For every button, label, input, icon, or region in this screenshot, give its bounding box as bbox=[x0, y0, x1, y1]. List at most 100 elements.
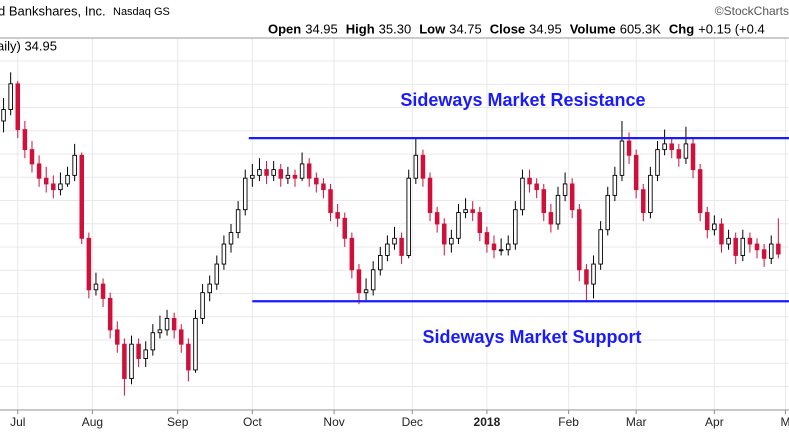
stat-label: Close bbox=[490, 21, 525, 36]
candle-body bbox=[406, 177, 411, 256]
candle-body bbox=[768, 243, 774, 259]
candle-body bbox=[257, 169, 262, 176]
candle-body bbox=[15, 83, 21, 131]
candle-body bbox=[100, 283, 106, 299]
x-tick-label: Aug bbox=[82, 415, 103, 429]
candle-body bbox=[726, 237, 731, 245]
candle-body bbox=[51, 183, 56, 191]
candle-body bbox=[122, 343, 127, 379]
candle-body bbox=[605, 194, 610, 231]
candle-body bbox=[633, 154, 639, 191]
candle-body bbox=[171, 317, 177, 331]
candle-body bbox=[36, 163, 42, 179]
candle-body bbox=[555, 194, 561, 225]
candle-body bbox=[150, 332, 156, 351]
candle-body bbox=[321, 183, 326, 191]
candle-body bbox=[690, 143, 696, 171]
candle-body bbox=[143, 349, 148, 359]
candle-body bbox=[285, 174, 291, 179]
candle-body bbox=[683, 143, 689, 159]
candle-body bbox=[754, 243, 760, 251]
candle-body bbox=[598, 229, 603, 265]
candle-body bbox=[29, 149, 35, 165]
candle-body bbox=[328, 189, 333, 214]
candle-body bbox=[399, 237, 404, 256]
x-tick-label: Jul bbox=[10, 415, 25, 429]
stats: Open 34.95 High 35.30 Low 34.75 Close 34.95 Volu… bbox=[268, 21, 765, 36]
candle-body bbox=[292, 174, 298, 179]
candle-body bbox=[484, 232, 490, 245]
stat-label: High bbox=[346, 21, 375, 36]
candle-body bbox=[8, 83, 13, 110]
candle-body bbox=[434, 212, 440, 225]
candle-body bbox=[427, 177, 433, 214]
candle-body bbox=[697, 169, 703, 214]
candle-body bbox=[498, 249, 504, 252]
candle-body bbox=[442, 223, 447, 245]
candle-body bbox=[363, 289, 369, 294]
exchange: Nasdaq GS bbox=[113, 6, 170, 18]
candle-body bbox=[342, 217, 347, 239]
candle-body bbox=[43, 177, 49, 185]
x-tick-label: Dec bbox=[402, 415, 423, 429]
candle-body bbox=[385, 243, 390, 256]
candle-body bbox=[278, 169, 284, 179]
candle-body bbox=[584, 269, 589, 285]
candle-body bbox=[157, 329, 163, 334]
candle-body bbox=[264, 169, 269, 176]
candle-body bbox=[349, 237, 355, 271]
candle-body bbox=[107, 297, 113, 331]
candle-body bbox=[136, 343, 141, 359]
candle-body bbox=[541, 189, 547, 214]
stat-label: Open bbox=[268, 21, 301, 36]
candle-body bbox=[491, 243, 497, 251]
plot-frame bbox=[0, 37, 789, 411]
candle-body bbox=[562, 183, 568, 196]
candle-body bbox=[335, 212, 340, 219]
candle-body bbox=[207, 283, 212, 294]
candle-body bbox=[79, 154, 84, 239]
candle-body bbox=[115, 329, 120, 345]
candle-body bbox=[626, 140, 632, 156]
candle-body bbox=[705, 212, 710, 231]
candle-body bbox=[761, 249, 767, 259]
candle-body bbox=[740, 237, 746, 256]
chart-title: d Bankshares, Inc. bbox=[0, 3, 106, 18]
x-tick-label: Oct bbox=[243, 415, 262, 429]
annotation: Sideways Market Support bbox=[422, 327, 641, 347]
x-tick-label: Sep bbox=[167, 415, 189, 429]
candle-body bbox=[463, 209, 468, 214]
candle-body bbox=[591, 263, 596, 285]
candle-body bbox=[470, 209, 475, 214]
candle-body bbox=[214, 263, 220, 285]
candle-body bbox=[1, 109, 6, 122]
candle-body bbox=[662, 143, 667, 151]
candle-body bbox=[747, 237, 753, 245]
grid bbox=[0, 38, 789, 414]
stat-value: +0.15 (+0.4 bbox=[698, 21, 765, 36]
candle-body bbox=[776, 243, 781, 255]
candle-body bbox=[534, 183, 539, 191]
candle-body bbox=[733, 237, 738, 256]
candle-body bbox=[271, 169, 276, 176]
candle-body bbox=[129, 343, 134, 379]
stat-value: 34.95 bbox=[529, 21, 562, 36]
candle-body bbox=[569, 183, 575, 211]
candle-body bbox=[65, 174, 70, 185]
source: ©StockCharts bbox=[715, 4, 789, 18]
candle-body bbox=[356, 269, 362, 294]
candle-body bbox=[250, 174, 255, 179]
candle-body bbox=[235, 209, 241, 234]
candle-body bbox=[58, 183, 63, 191]
candle-body bbox=[612, 174, 618, 196]
legend-text: aily) 34.95 bbox=[0, 38, 57, 53]
stat-label: Chg bbox=[669, 21, 694, 36]
candle-body bbox=[186, 343, 191, 371]
candle-body bbox=[548, 212, 554, 225]
candle-body bbox=[712, 223, 717, 231]
stat-label: Low bbox=[419, 21, 446, 36]
candle-body bbox=[520, 177, 525, 211]
candle-body bbox=[577, 209, 582, 271]
candle-body bbox=[370, 269, 376, 291]
candle-body bbox=[86, 237, 92, 291]
